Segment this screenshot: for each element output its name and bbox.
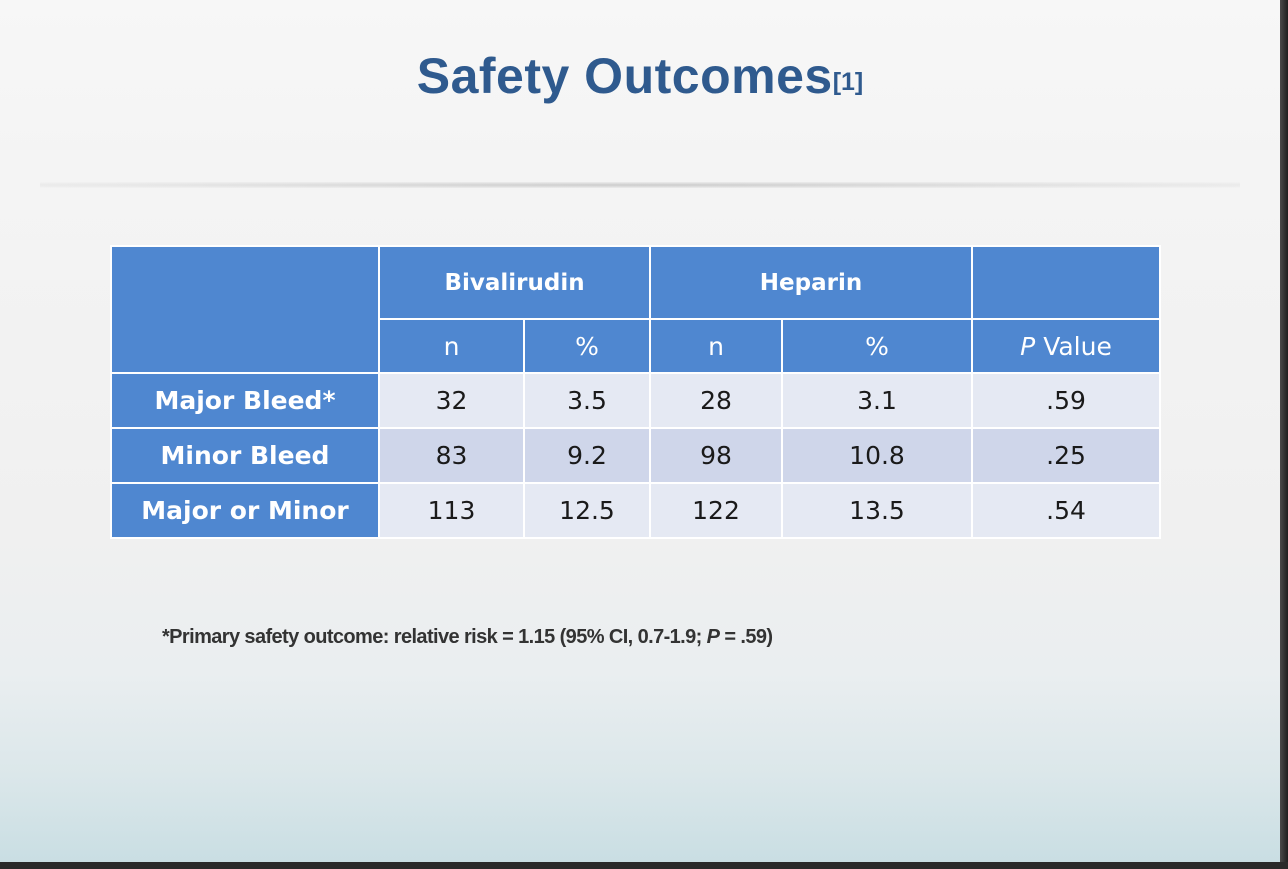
safety-outcomes-table: Bivalirudin Heparin n % n % P Value Majo…: [110, 245, 1162, 539]
title-divider: [40, 182, 1240, 188]
corner-header-cell: [110, 245, 380, 374]
title-reference: [1]: [832, 68, 864, 96]
table-row: Major or Minor 113 12.5 122 13.5 .54: [110, 482, 1162, 539]
cell-bivalirudin-percent: 9.2: [522, 427, 652, 484]
footnote-p-italic: P: [706, 626, 720, 648]
p-value-label: Value: [1035, 331, 1112, 361]
cell-heparin-percent: 3.1: [781, 372, 974, 429]
window-bottom-edge: [0, 862, 1288, 869]
cell-bivalirudin-n: 83: [378, 427, 525, 484]
cell-bivalirudin-percent: 12.5: [522, 482, 652, 539]
subheader-heparin-n: n: [649, 318, 784, 374]
cell-p-value: .54: [971, 482, 1162, 539]
subheader-heparin-percent: %: [781, 318, 974, 374]
table-row: Major Bleed* 32 3.5 28 3.1 .59: [110, 372, 1162, 429]
footnote: *Primary safety outcome: relative risk =…: [162, 626, 773, 649]
slide-title: Safety Outcomes[1]: [0, 46, 1280, 106]
table-subheader-row: n % n % P Value: [111, 318, 1162, 374]
cell-heparin-n: 98: [649, 427, 784, 484]
window-right-edge: [1280, 0, 1288, 869]
header-pvalue-top: [971, 245, 1162, 320]
cell-heparin-n: 122: [649, 482, 784, 539]
row-label-minor-bleed: Minor Bleed: [110, 427, 380, 484]
cell-p-value: .59: [971, 372, 1162, 429]
footnote-text-start: *Primary safety outcome: relative risk =…: [162, 626, 707, 648]
footnote-text-end: = .59): [719, 626, 773, 648]
cell-heparin-n: 28: [649, 372, 784, 429]
cell-bivalirudin-n: 113: [378, 482, 525, 539]
table-header-row: Bivalirudin Heparin: [110, 245, 1162, 374]
header-heparin: Heparin: [649, 245, 974, 320]
cell-heparin-percent: 13.5: [781, 482, 974, 539]
row-label-major-bleed: Major Bleed*: [110, 372, 380, 429]
subheader-p-value: P Value: [971, 318, 1162, 374]
slide-title-text: Safety Outcomes: [416, 48, 833, 104]
cell-bivalirudin-n: 32: [378, 372, 525, 429]
subheader-bivalirudin-n: n: [378, 318, 525, 374]
row-label-major-or-minor: Major or Minor: [110, 482, 380, 539]
cell-heparin-percent: 10.8: [781, 427, 974, 484]
subheader-bivalirudin-percent: %: [522, 318, 652, 374]
table-row: Minor Bleed 83 9.2 98 10.8 .25: [110, 427, 1162, 484]
header-bivalirudin: Bivalirudin: [377, 245, 652, 320]
cell-p-value: .25: [971, 427, 1162, 484]
p-italic: P: [1020, 331, 1036, 361]
cell-bivalirudin-percent: 3.5: [522, 372, 652, 429]
